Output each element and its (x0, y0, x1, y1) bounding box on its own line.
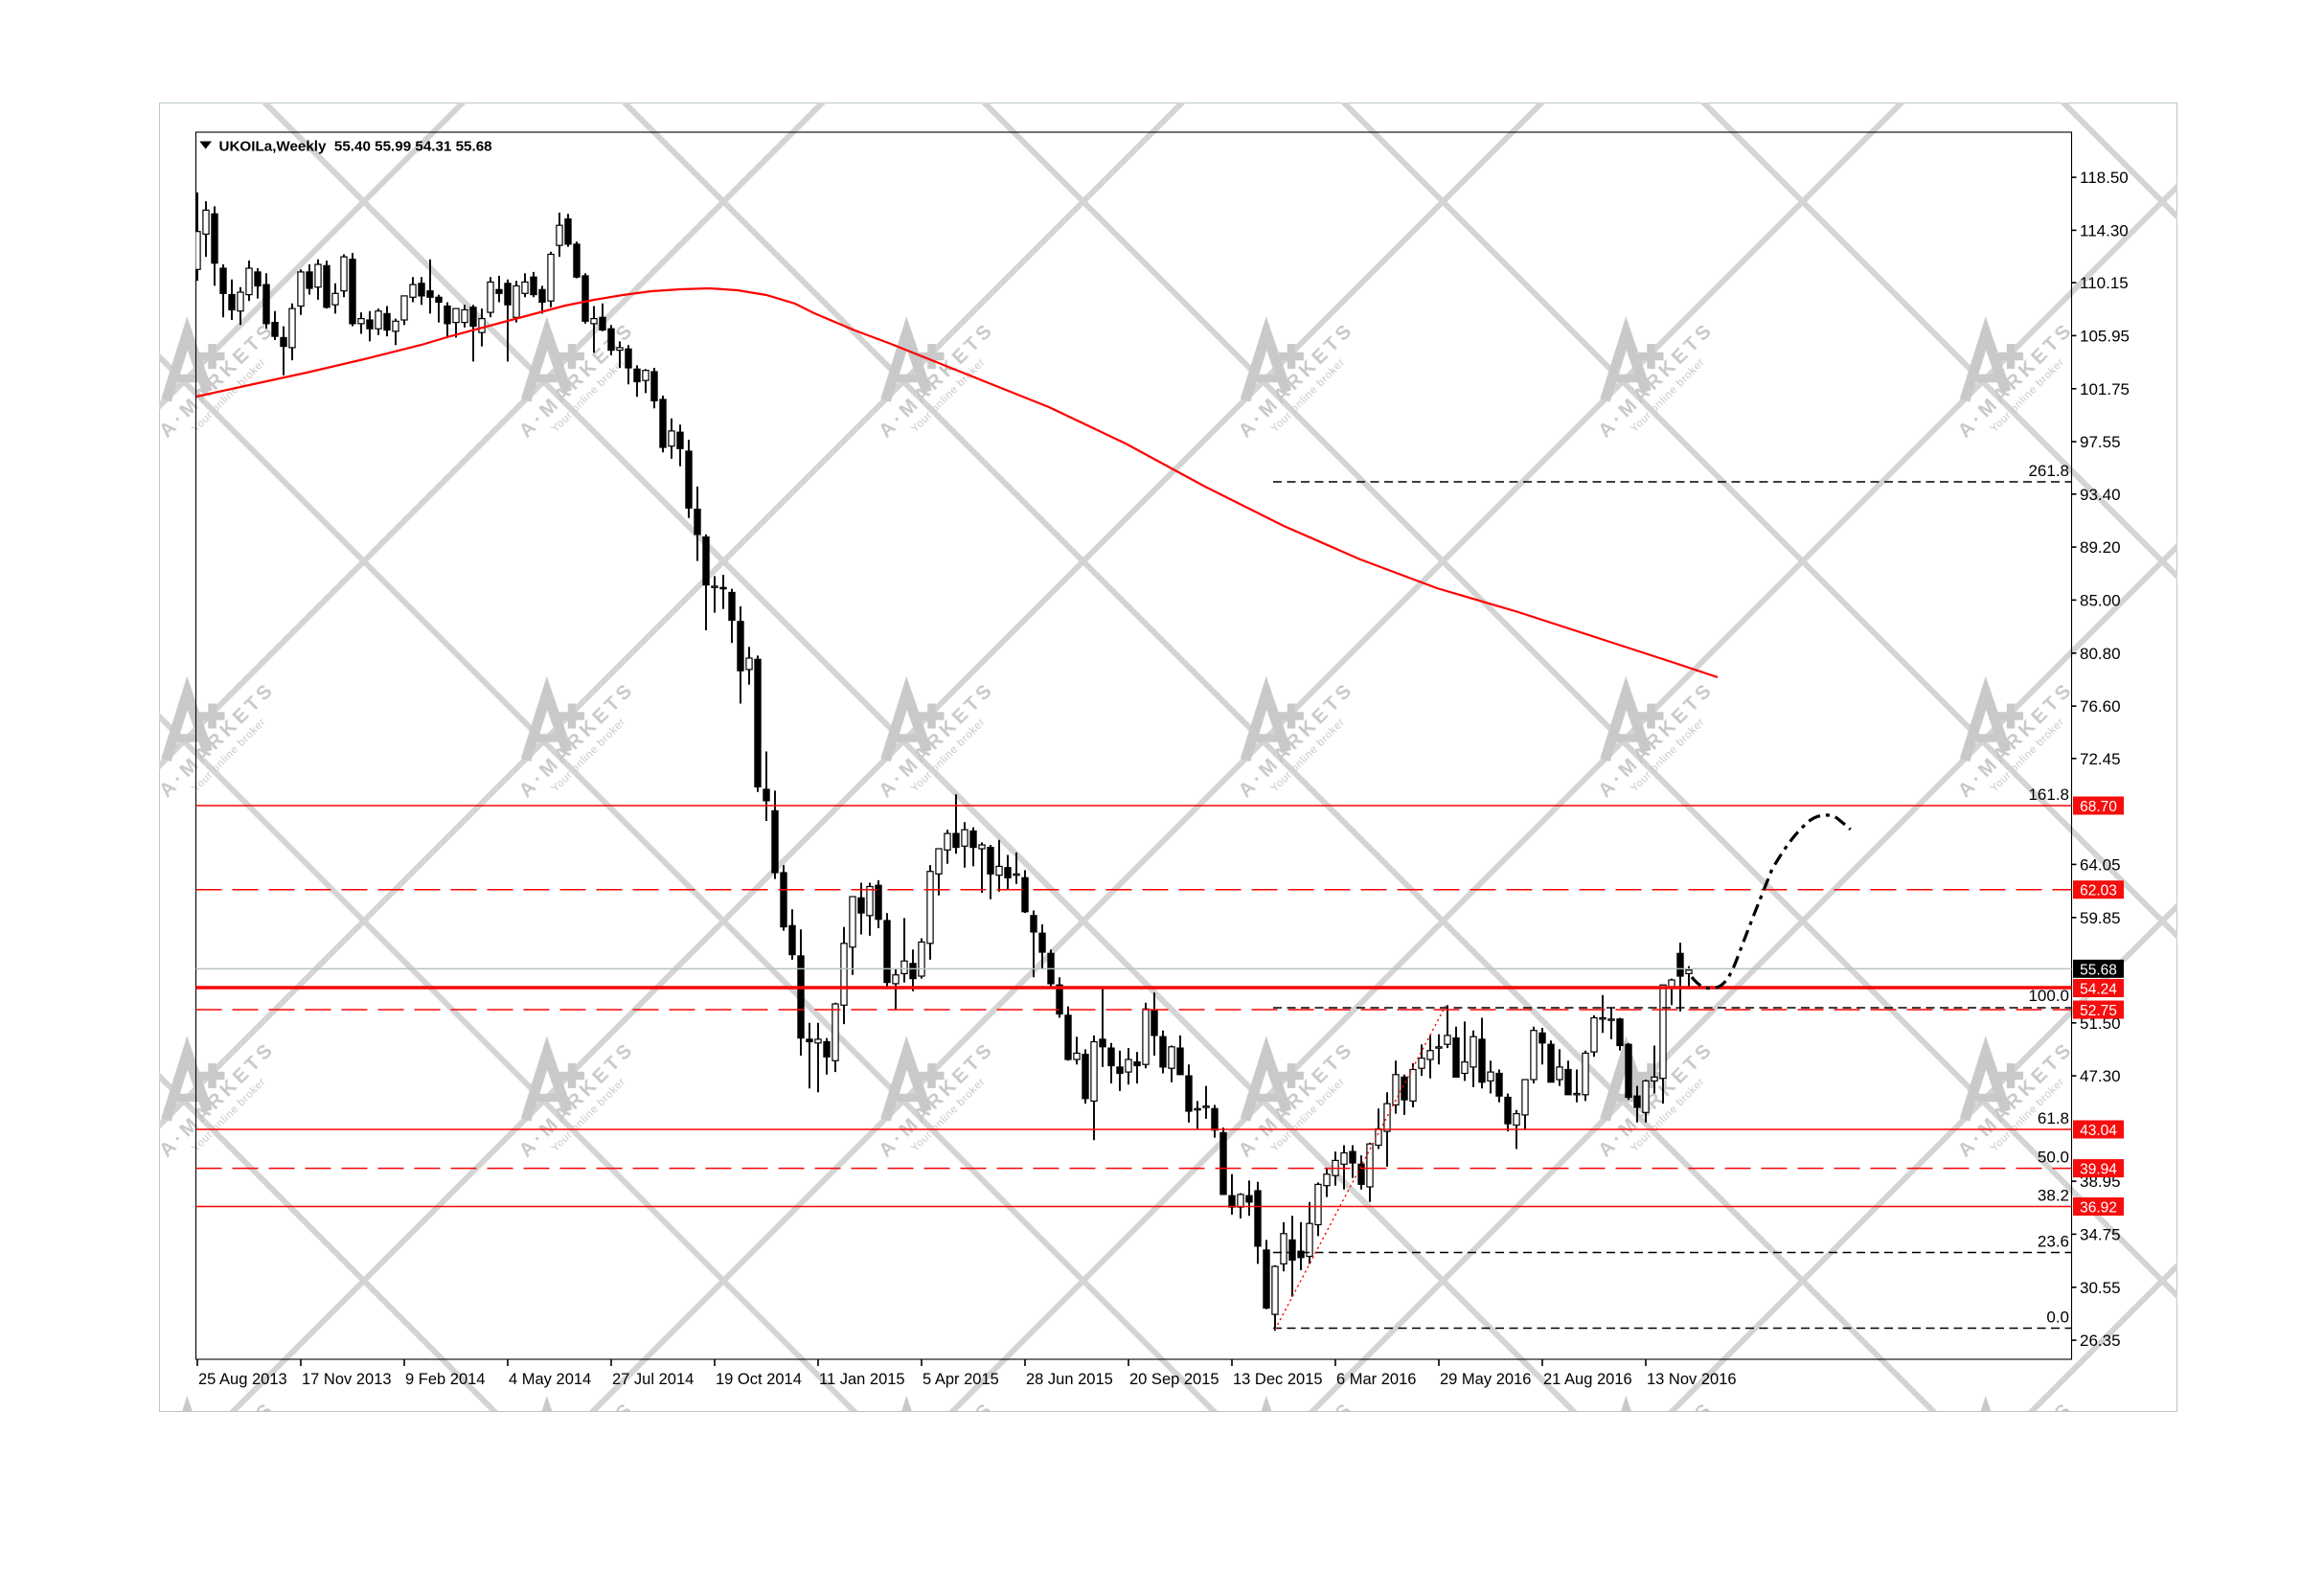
svg-text:11 Jan 2015: 11 Jan 2015 (819, 1371, 905, 1388)
svg-text:261.8: 261.8 (2028, 462, 2069, 480)
svg-text:93.40: 93.40 (2080, 486, 2121, 504)
svg-text:43.04: 43.04 (2080, 1123, 2117, 1139)
svg-text:50.0: 50.0 (2038, 1149, 2069, 1167)
svg-text:89.20: 89.20 (2080, 538, 2121, 557)
svg-text:17 Nov 2013: 17 Nov 2013 (302, 1371, 392, 1388)
svg-text:34.75: 34.75 (2080, 1225, 2121, 1243)
svg-text:39.94: 39.94 (2080, 1162, 2117, 1178)
svg-text:85.00: 85.00 (2080, 591, 2121, 609)
svg-text:36.92: 36.92 (2080, 1200, 2117, 1217)
svg-text:55.68: 55.68 (2080, 962, 2117, 978)
svg-text:101.75: 101.75 (2080, 380, 2130, 398)
svg-text:100.0: 100.0 (2028, 987, 2069, 1005)
svg-text:59.85: 59.85 (2080, 909, 2121, 927)
svg-text:30.55: 30.55 (2080, 1279, 2121, 1297)
svg-text:0.0: 0.0 (2046, 1309, 2069, 1327)
svg-text:97.55: 97.55 (2080, 433, 2121, 451)
svg-text:28 Jun 2015: 28 Jun 2015 (1026, 1371, 1113, 1388)
svg-text:51.50: 51.50 (2080, 1014, 2121, 1033)
svg-text:6 Mar 2016: 6 Mar 2016 (1336, 1371, 1416, 1388)
svg-text:52.75: 52.75 (2080, 1003, 2117, 1019)
svg-text:114.30: 114.30 (2080, 221, 2129, 239)
svg-text:13 Nov 2016: 13 Nov 2016 (1647, 1371, 1737, 1388)
svg-text:13 Dec 2015: 13 Dec 2015 (1233, 1371, 1323, 1388)
svg-text:26.35: 26.35 (2080, 1332, 2121, 1350)
svg-text:20 Sep 2015: 20 Sep 2015 (1129, 1371, 1219, 1388)
svg-text:4 May 2014: 4 May 2014 (509, 1371, 591, 1388)
svg-text:64.05: 64.05 (2080, 855, 2121, 874)
svg-text:62.03: 62.03 (2080, 883, 2117, 899)
svg-text:47.30: 47.30 (2080, 1067, 2121, 1085)
svg-text:38.2: 38.2 (2038, 1187, 2069, 1205)
svg-text:21 Aug 2016: 21 Aug 2016 (1543, 1371, 1632, 1388)
svg-text:68.70: 68.70 (2080, 799, 2117, 815)
svg-text:80.80: 80.80 (2080, 645, 2121, 663)
svg-text:54.24: 54.24 (2080, 982, 2117, 998)
svg-text:25 Aug 2013: 25 Aug 2013 (198, 1371, 287, 1388)
svg-text:110.15: 110.15 (2080, 274, 2129, 292)
svg-text:5 Apr 2015: 5 Apr 2015 (923, 1371, 999, 1388)
svg-text:23.6: 23.6 (2038, 1233, 2069, 1251)
svg-text:9 Feb 2014: 9 Feb 2014 (405, 1371, 485, 1388)
svg-text:61.8: 61.8 (2038, 1109, 2069, 1127)
svg-text:105.95: 105.95 (2080, 327, 2130, 345)
svg-text:27 Jul 2014: 27 Jul 2014 (612, 1371, 694, 1388)
svg-text:76.60: 76.60 (2080, 697, 2121, 716)
svg-text:161.8: 161.8 (2028, 786, 2069, 804)
svg-text:UKOILa,Weekly 55.40 55.99 54.: UKOILa,Weekly 55.40 55.99 54.31 55.68 (219, 139, 492, 155)
svg-text:19 Oct 2014: 19 Oct 2014 (716, 1371, 802, 1388)
svg-text:118.50: 118.50 (2080, 169, 2129, 187)
svg-text:72.45: 72.45 (2080, 750, 2121, 768)
svg-text:29 May 2016: 29 May 2016 (1440, 1371, 1531, 1388)
